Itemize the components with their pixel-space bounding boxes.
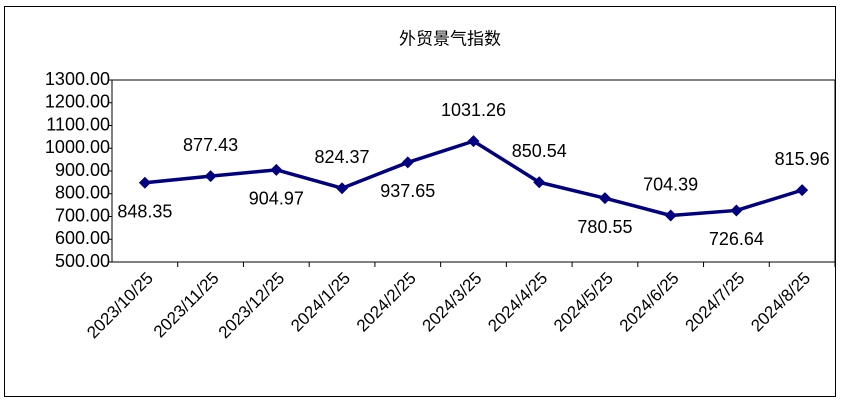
marker [467,135,480,148]
data-label: 726.64 [709,229,764,249]
marker [730,204,743,217]
y-tick-label: 700.00 [55,205,110,225]
marker [664,209,677,222]
data-label: 848.35 [117,202,172,222]
chart-title: 外贸景气指数 [399,29,501,48]
chart-border [4,6,836,397]
marker [270,163,283,176]
y-tick-label: 900.00 [55,160,110,180]
marker [401,156,414,169]
marker [138,176,151,189]
marker [336,182,349,195]
data-label: 904.97 [249,189,304,209]
y-tick-label: 800.00 [55,183,110,203]
marker [204,170,217,183]
data-label: 877.43 [183,135,238,155]
data-label: 815.96 [775,149,830,169]
y-tick-label: 1200.00 [45,92,110,112]
marker [796,184,809,197]
y-tick-label: 500.00 [55,251,110,271]
data-label: 1031.26 [441,100,506,120]
marker [533,176,546,189]
marker [598,192,611,205]
y-tick-label: 1000.00 [45,137,110,157]
data-label: 850.54 [512,141,567,161]
y-tick-label: 600.00 [55,228,110,248]
data-label: 704.39 [643,174,698,194]
data-label: 780.55 [577,217,632,237]
y-tick-label: 1100.00 [46,114,110,134]
data-label: 937.65 [380,181,435,201]
data-label: 824.37 [315,147,370,167]
y-tick-label: 1300.00 [45,69,110,89]
